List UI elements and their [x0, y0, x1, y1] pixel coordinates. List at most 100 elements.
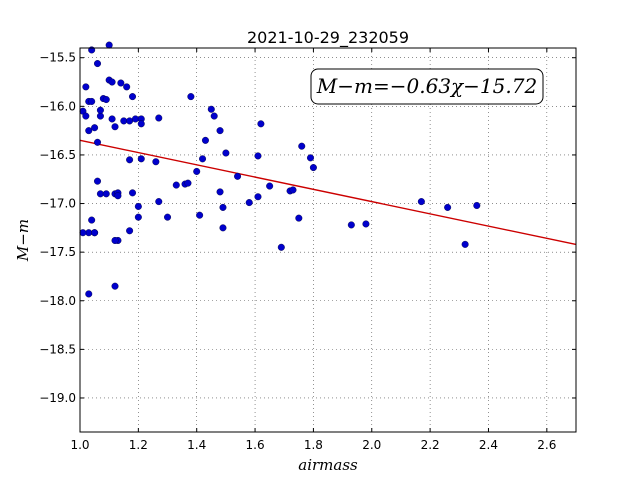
- data-point: [201, 136, 209, 144]
- data-point: [309, 164, 317, 172]
- data-point: [111, 123, 119, 131]
- x-tick-label: 1.8: [304, 438, 323, 452]
- data-point: [79, 229, 87, 237]
- data-point: [417, 198, 425, 206]
- data-point: [94, 60, 102, 68]
- fit-line-layer: [79, 139, 577, 246]
- data-point: [111, 236, 119, 244]
- y-tick-label: −18.5: [39, 342, 76, 356]
- equation-box-frame: [310, 68, 544, 105]
- data-point: [155, 114, 163, 122]
- data-point: [88, 97, 96, 105]
- data-point: [91, 124, 99, 132]
- data-point: [306, 154, 314, 162]
- data-point: [114, 192, 122, 200]
- x-tick-label: 2.2: [421, 438, 440, 452]
- y-tick-label: −15.5: [39, 51, 76, 65]
- equation-box: M−m=−0.63χ−15.72: [310, 68, 544, 105]
- x-tick-label: 2.6: [537, 438, 556, 452]
- data-point: [461, 240, 469, 248]
- y-tick-label: −18.0: [39, 294, 76, 308]
- data-point: [108, 78, 116, 86]
- data-point: [193, 167, 201, 175]
- data-point: [102, 96, 110, 104]
- y-tick-label: −17.5: [39, 245, 76, 259]
- data-point: [111, 282, 119, 290]
- data-point: [137, 120, 145, 128]
- data-point: [88, 216, 96, 224]
- data-point: [152, 158, 160, 166]
- data-point: [96, 112, 104, 120]
- data-point: [196, 211, 204, 219]
- data-point: [94, 138, 102, 146]
- y-tick-label: −16.5: [39, 148, 76, 162]
- data-point: [134, 202, 142, 210]
- data-points: [79, 41, 481, 298]
- data-point: [362, 220, 370, 228]
- data-point: [245, 199, 253, 207]
- data-point: [102, 190, 110, 198]
- data-point: [120, 117, 128, 125]
- data-point: [222, 149, 230, 157]
- y-tick-label: −16.0: [39, 99, 76, 113]
- data-point: [210, 112, 218, 120]
- grid: [79, 48, 576, 432]
- data-point: [347, 221, 355, 229]
- data-point: [108, 115, 116, 123]
- y-tick-label: −17.0: [39, 197, 76, 211]
- fit-equation: M−m=−0.63χ−15.72: [316, 74, 537, 98]
- data-point: [164, 213, 172, 221]
- data-point: [96, 190, 104, 198]
- fit-line: [79, 139, 577, 246]
- data-point: [96, 106, 104, 114]
- data-point: [85, 229, 93, 237]
- data-point: [199, 155, 207, 163]
- data-point: [207, 105, 215, 113]
- data-point: [219, 224, 227, 232]
- data-point: [254, 193, 262, 201]
- data-point: [129, 93, 137, 101]
- data-point: [234, 172, 242, 180]
- x-tick-label: 1.6: [246, 438, 265, 452]
- data-point: [184, 179, 192, 187]
- data-point: [473, 201, 481, 209]
- data-point: [172, 181, 180, 189]
- data-point: [155, 198, 163, 206]
- data-point: [129, 189, 137, 197]
- data-point: [277, 243, 285, 251]
- chart-title: 2021-10-29_232059: [247, 28, 409, 48]
- data-point: [216, 188, 224, 196]
- x-tick-label: 1.0: [70, 438, 89, 452]
- data-point: [123, 83, 131, 91]
- data-point: [85, 127, 93, 135]
- data-point: [219, 203, 227, 211]
- data-point: [82, 112, 90, 120]
- data-point: [216, 127, 224, 135]
- data-point: [289, 186, 297, 194]
- y-tick-label: −19.0: [39, 391, 76, 405]
- data-point: [126, 227, 134, 235]
- data-point: [105, 41, 113, 49]
- data-point: [117, 79, 125, 87]
- axis-ticks: 1.0 1.2 1.4 1.6 1.8 2.0 2.2 2.4 2.6 −15.5 −16.0 −16…: [39, 48, 576, 452]
- x-tick-label: 1.2: [129, 438, 148, 452]
- y-axis-label: M−m: [14, 219, 32, 262]
- data-point: [126, 156, 134, 164]
- data-point: [94, 177, 102, 185]
- data-point: [298, 142, 306, 150]
- data-point: [91, 229, 99, 237]
- data-point: [85, 290, 93, 298]
- data-point: [257, 120, 265, 128]
- data-point: [295, 214, 303, 222]
- data-point: [126, 117, 134, 125]
- data-point: [187, 93, 195, 101]
- x-tick-label: 2.4: [479, 438, 498, 452]
- x-axis-label: airmass: [298, 456, 358, 474]
- plot-frame: [79, 47, 577, 433]
- data-point: [134, 213, 142, 221]
- data-point: [82, 83, 90, 91]
- x-tick-label: 1.4: [187, 438, 206, 452]
- x-tick-label: 2.0: [362, 438, 381, 452]
- data-point: [254, 152, 262, 160]
